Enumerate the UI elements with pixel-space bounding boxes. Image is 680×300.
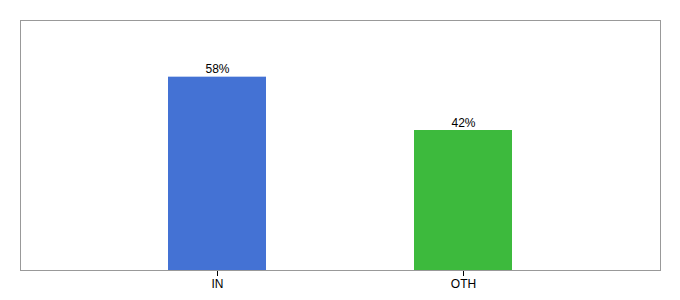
- svg-text:58%: 58%: [205, 62, 229, 76]
- svg-text:OTH: OTH: [451, 277, 476, 291]
- svg-text:42%: 42%: [451, 116, 475, 130]
- svg-text:IN: IN: [212, 277, 224, 291]
